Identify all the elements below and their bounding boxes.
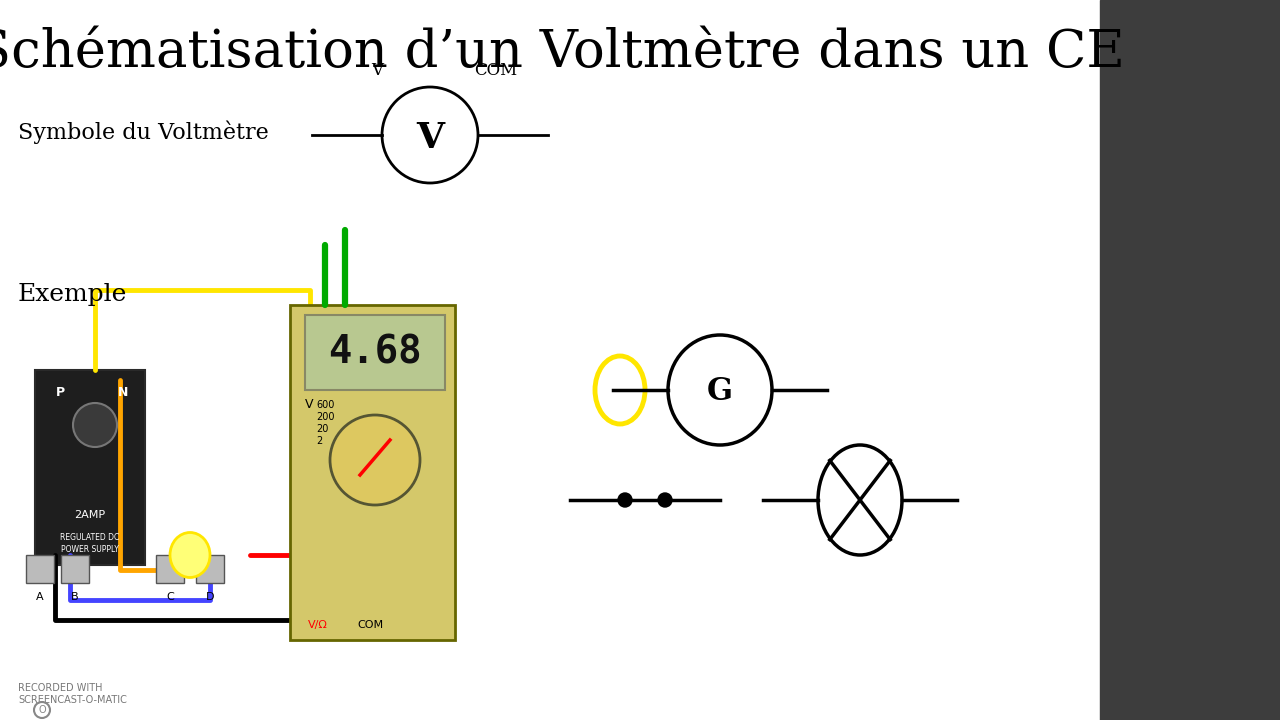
Text: A: A — [36, 592, 44, 602]
Text: C: C — [166, 592, 174, 602]
Circle shape — [330, 415, 420, 505]
Text: O: O — [38, 705, 46, 715]
Text: P: P — [55, 385, 64, 398]
Text: POWER SUPPLY: POWER SUPPLY — [61, 546, 119, 554]
Circle shape — [658, 493, 672, 507]
Bar — [61, 555, 90, 583]
Text: RECORDED WITH: RECORDED WITH — [18, 683, 102, 693]
Circle shape — [73, 403, 116, 447]
Text: 4.68: 4.68 — [328, 333, 421, 371]
Text: REGULATED DC: REGULATED DC — [60, 534, 119, 542]
Text: V: V — [371, 62, 383, 79]
Circle shape — [618, 493, 632, 507]
Text: V: V — [305, 398, 314, 411]
Text: Schématisation d’un Voltmètre dans un CE: Schématisation d’un Voltmètre dans un CE — [0, 27, 1125, 78]
Text: SCREENCAST-O-MATIC: SCREENCAST-O-MATIC — [18, 695, 127, 705]
Bar — [1100, 0, 1280, 720]
Text: V/Ω: V/Ω — [308, 620, 328, 630]
Ellipse shape — [170, 533, 210, 577]
Bar — [26, 555, 54, 583]
Text: 600: 600 — [316, 400, 334, 410]
Bar — [35, 370, 145, 565]
Text: 2AMP: 2AMP — [74, 510, 105, 520]
Bar — [156, 555, 184, 583]
Text: D: D — [206, 592, 214, 602]
Bar — [196, 555, 224, 583]
Text: N: N — [118, 385, 128, 398]
Text: 20: 20 — [316, 424, 329, 434]
Text: COM: COM — [357, 620, 383, 630]
Text: V: V — [416, 121, 444, 155]
Text: G: G — [707, 377, 733, 408]
Text: COM: COM — [475, 62, 517, 79]
Text: Symbole du Voltmètre: Symbole du Voltmètre — [18, 120, 269, 144]
Text: 2: 2 — [316, 436, 323, 446]
Bar — [305, 315, 445, 390]
Bar — [291, 305, 454, 640]
Text: 200: 200 — [316, 412, 334, 422]
Text: B: B — [72, 592, 79, 602]
Text: Exemple: Exemple — [18, 284, 128, 307]
